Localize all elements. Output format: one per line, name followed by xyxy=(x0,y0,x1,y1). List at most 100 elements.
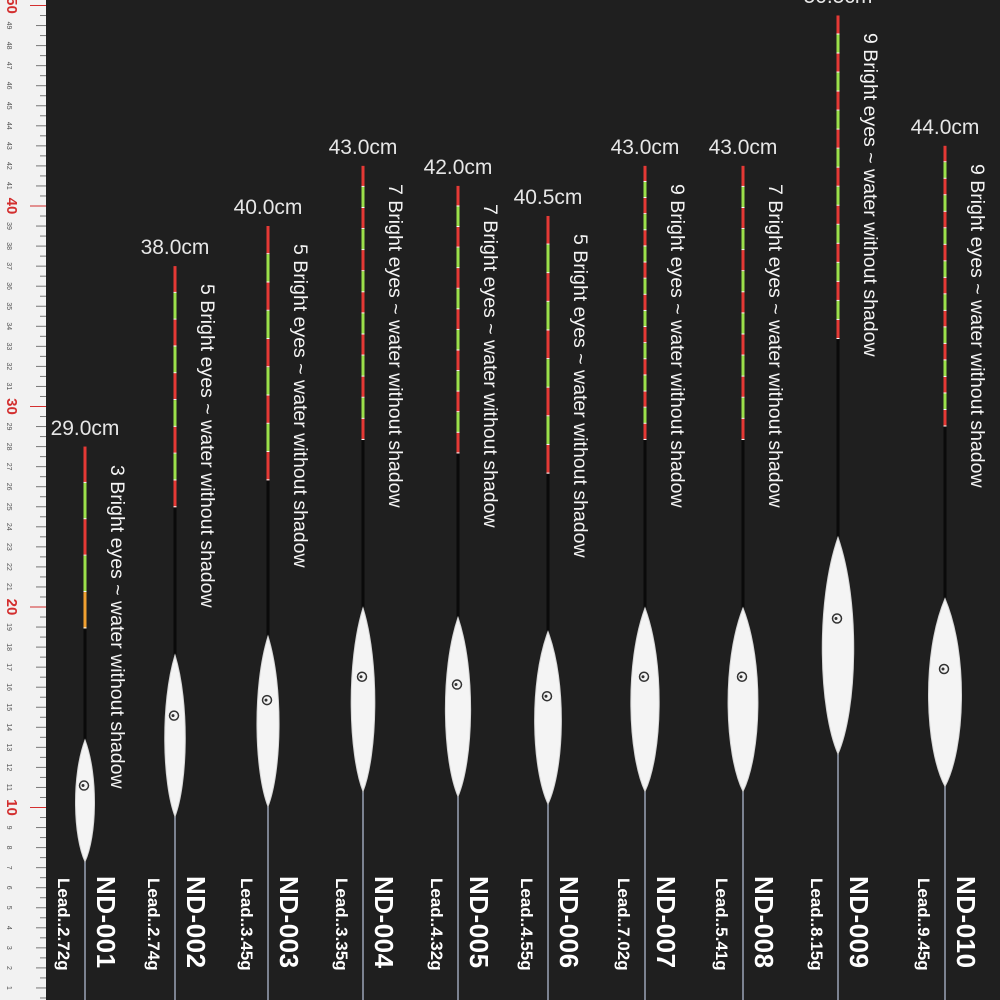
float-tip-segment xyxy=(741,165,745,187)
ruler-number: 22 xyxy=(5,563,12,571)
float-model-number: ND-010 xyxy=(951,876,981,969)
float-tip-divider xyxy=(456,431,460,433)
float-tip-divider xyxy=(741,185,745,187)
float-tip-divider xyxy=(741,228,745,230)
float-tip-segment xyxy=(546,330,550,360)
float-tip-segment xyxy=(456,288,460,310)
float-tip-divider xyxy=(836,242,840,244)
float-tip-divider xyxy=(836,147,840,149)
float-model-number: ND-006 xyxy=(554,876,584,969)
ruler-number: 11 xyxy=(5,784,12,791)
float-lead-weight: Lead..4.55g xyxy=(517,878,536,971)
float-tip-divider xyxy=(456,370,460,372)
float-tip-divider xyxy=(943,276,947,278)
float-tip-divider xyxy=(83,554,87,556)
float-tip-segment xyxy=(836,262,840,282)
float-tip-segment xyxy=(546,359,550,388)
float-tip-segment xyxy=(836,319,840,339)
float-2 xyxy=(164,266,186,1000)
float-tip-divider xyxy=(546,243,550,245)
float-tip-divider xyxy=(836,318,840,320)
float-tip-divider xyxy=(83,518,87,520)
float-tip-divider xyxy=(943,392,947,394)
ruler-number: 25 xyxy=(5,503,12,511)
float-tip-segment xyxy=(456,309,460,330)
float-lead-weight: Lead..7.02g xyxy=(614,878,633,971)
float-tip-segment xyxy=(266,339,270,368)
float-model-number: ND-007 xyxy=(651,876,681,969)
float-tip-divider xyxy=(741,249,745,251)
ruler-number: 8 xyxy=(5,846,12,850)
float-tip-divider xyxy=(266,309,270,311)
ruler-number: 1 xyxy=(5,986,12,990)
float-tip-segment xyxy=(836,300,840,320)
float-tip-divider xyxy=(266,281,270,283)
float-tip-divider xyxy=(943,210,947,212)
brand-logo-eye xyxy=(544,694,548,698)
float-tip-divider xyxy=(173,291,177,293)
float-body xyxy=(821,535,855,756)
float-body xyxy=(727,606,759,793)
ruler-major-label: 50 xyxy=(3,0,20,14)
float-tip-segment xyxy=(361,271,365,293)
ruler-major-label: 40 xyxy=(3,198,20,215)
float-length-label: 40.5cm xyxy=(513,185,583,209)
float-tip-divider xyxy=(643,422,647,424)
float-tip-divider xyxy=(943,375,947,377)
float-tip-divider xyxy=(361,291,365,293)
float-eyes-description: 5 Bright eyes ~ water without shadow xyxy=(289,244,311,568)
float-tip-segment xyxy=(361,418,365,440)
float-tip-divider xyxy=(836,33,840,35)
float-tip-segment xyxy=(361,376,365,398)
float-tip-segment xyxy=(173,292,177,320)
float-lead-weight: Lead..3.35g xyxy=(332,878,351,971)
float-tip-divider xyxy=(741,291,745,293)
float-tip-segment xyxy=(836,148,840,168)
float-4 xyxy=(350,165,376,1000)
ruler-number: 29 xyxy=(5,423,12,431)
float-tip-segment xyxy=(741,208,745,230)
float-tip-divider xyxy=(83,481,87,483)
float-tip-divider xyxy=(741,354,745,356)
float-tip-divider xyxy=(943,293,947,295)
brand-logo-eye xyxy=(359,675,363,679)
float-tip-divider xyxy=(361,207,365,209)
float-tip-segment xyxy=(546,301,550,331)
float-tip-segment xyxy=(741,334,745,356)
float-tip-segment xyxy=(643,327,647,344)
float-tip-divider xyxy=(456,390,460,392)
brand-logo-eye xyxy=(641,675,645,679)
float-length-label: 50.5cm xyxy=(804,0,873,9)
ruler-number: 7 xyxy=(5,866,12,870)
ruler-number: 5 xyxy=(5,906,12,910)
float-tip-segment xyxy=(361,229,365,251)
ruler-number: 43 xyxy=(5,142,12,150)
ruler-number: 32 xyxy=(5,363,12,371)
float-tip-segment xyxy=(456,185,460,207)
brand-logo-icon xyxy=(168,710,180,721)
ruler-number: 17 xyxy=(5,663,12,671)
brand-logo-icon xyxy=(356,671,368,683)
float-tip-divider xyxy=(456,246,460,248)
float-tip-divider xyxy=(836,52,840,54)
float-tip-divider xyxy=(943,359,947,361)
float-tip-divider xyxy=(643,358,647,360)
float-body xyxy=(630,606,660,793)
float-tip-divider xyxy=(361,438,365,440)
float-tip-divider xyxy=(361,228,365,230)
float-tip-divider xyxy=(836,280,840,282)
float-tip-divider xyxy=(361,375,365,377)
float-tip-divider xyxy=(836,109,840,111)
float-tip-segment xyxy=(741,292,745,314)
float-tip-segment xyxy=(361,313,365,335)
ruler-number: 31 xyxy=(5,383,12,391)
float-tip-divider xyxy=(741,417,745,419)
float-10 xyxy=(928,145,962,1000)
float-tip-segment xyxy=(266,423,270,453)
float-tip-divider xyxy=(266,422,270,424)
float-tip-segment xyxy=(456,350,460,372)
float-tip-segment xyxy=(741,376,745,398)
float-tip-segment xyxy=(836,72,840,92)
float-eyes-description: 9 Bright eyes ~ water without shadow xyxy=(966,163,988,488)
